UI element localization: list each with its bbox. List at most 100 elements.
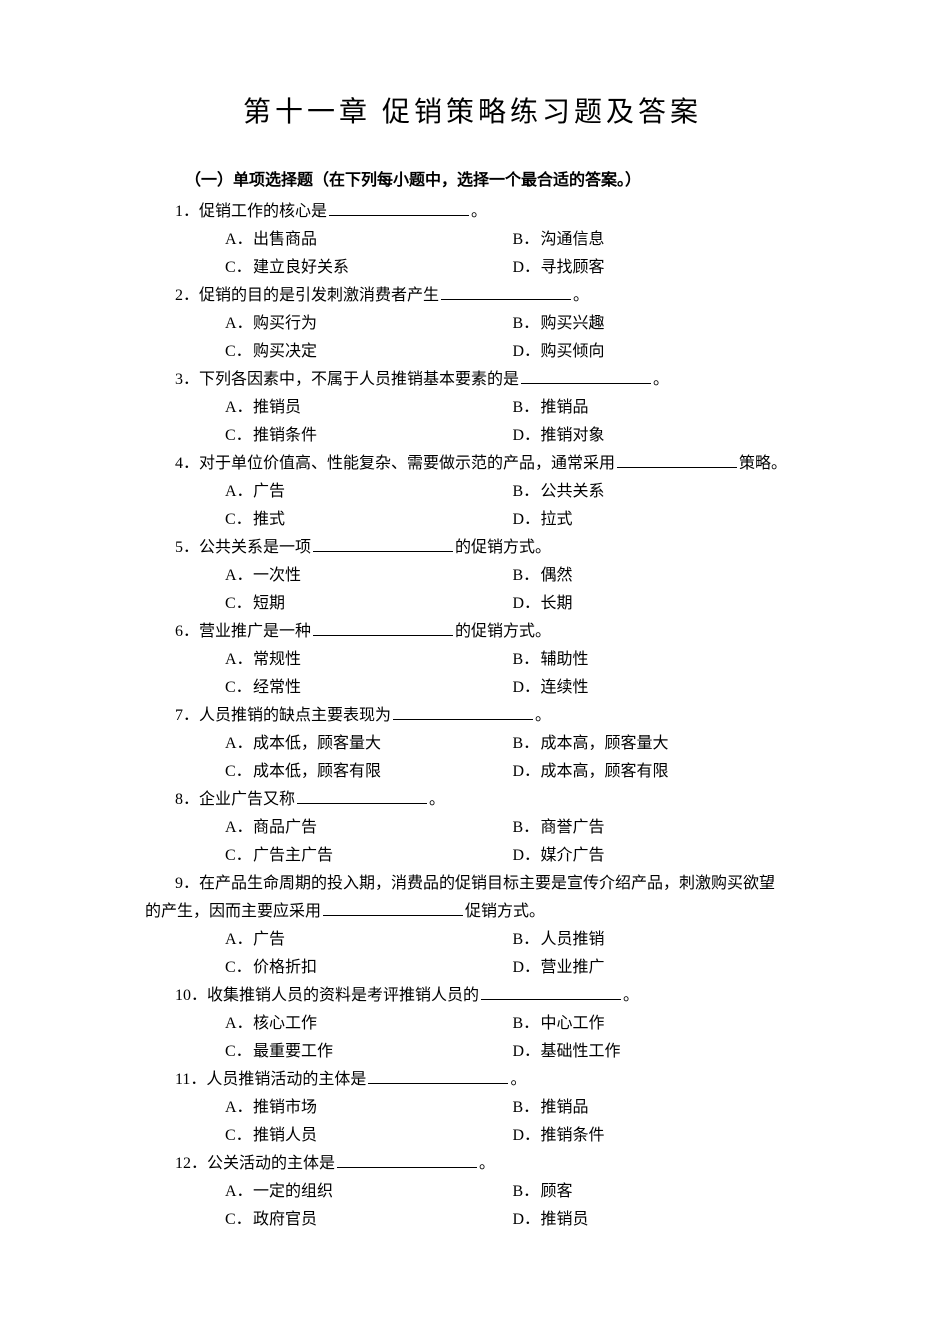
option-b: B．偶然 <box>513 562 801 590</box>
question-number: 6． <box>175 623 199 640</box>
question-number: 12． <box>175 1155 207 1172</box>
question-6: 6．营业推广是一种 的促销方式。 A．常规性 B．辅助性 C．经常性 D．连续性 <box>145 618 800 702</box>
option-a: A．广告 <box>225 478 513 506</box>
question-number: 8． <box>175 791 199 808</box>
options: A．常规性 B．辅助性 C．经常性 D．连续性 <box>225 646 800 702</box>
question-stem: 10．收集推销人员的资料是考评推销人员的。 <box>175 982 800 1010</box>
stem-pre: 公关活动的主体是 <box>207 1155 335 1172</box>
options: A．购买行为 B．购买兴趣 C．购买决定 D．购买倾向 <box>225 310 800 366</box>
exam-page: 第十一章 促销策略练习题及答案 （一）单项选择题（在下列每小题中，选择一个最合适… <box>0 0 945 1337</box>
stem-line1: 在产品生命周期的投入期，消费品的促销目标主要是宣传介绍产品，刺激购买欲望 <box>199 875 775 892</box>
option-c: C．成本低，顾客有限 <box>225 758 513 786</box>
blank <box>393 705 533 720</box>
question-stem: 3．下列各因素中，不属于人员推销基本要素的是。 <box>175 366 800 394</box>
option-b: B．推销品 <box>513 394 801 422</box>
option-c: C．推式 <box>225 506 513 534</box>
stem-pre: 营业推广是一种 <box>199 623 311 640</box>
stem-post: 的促销方式。 <box>455 623 551 640</box>
question-4: 4．对于单位价值高、性能复杂、需要做示范的产品，通常采用策略。 A．广告 B．公… <box>145 450 800 534</box>
question-number: 10． <box>175 987 207 1004</box>
question-number: 5． <box>175 539 199 556</box>
option-d: D．基础性工作 <box>513 1038 801 1066</box>
option-d: D．成本高，顾客有限 <box>513 758 801 786</box>
question-11: 11．人员推销活动的主体是。 A．推销市场 B．推销品 C．推销人员 D．推销条… <box>145 1066 800 1150</box>
options: A．一定的组织 B．顾客 C．政府官员 D．推销员 <box>225 1178 800 1234</box>
option-b: B．成本高，顾客量大 <box>513 730 801 758</box>
option-d: D．推销对象 <box>513 422 801 450</box>
option-d: D．拉式 <box>513 506 801 534</box>
stem-pre: 促销工作的核心是 <box>199 203 327 220</box>
blank <box>323 901 463 916</box>
stem-pre: 企业广告又称 <box>199 791 295 808</box>
option-c: C．最重要工作 <box>225 1038 513 1066</box>
blank <box>297 789 427 804</box>
stem-pre: 公共关系是一项 <box>199 539 311 556</box>
blank <box>441 285 571 300</box>
option-a: A．核心工作 <box>225 1010 513 1038</box>
option-c: C．政府官员 <box>225 1206 513 1234</box>
blank <box>617 453 737 468</box>
option-b: B．辅助性 <box>513 646 801 674</box>
question-5: 5．公共关系是一项的促销方式。 A．一次性 B．偶然 C．短期 D．长期 <box>145 534 800 618</box>
stem-post: 。 <box>535 707 551 724</box>
option-d: D．购买倾向 <box>513 338 801 366</box>
blank <box>521 369 651 384</box>
options: A．推销员 B．推销品 C．推销条件 D．推销对象 <box>225 394 800 450</box>
option-c: C．经常性 <box>225 674 513 702</box>
stem-line2-before: 的产生，因而主要应采用 <box>145 903 321 920</box>
question-2: 2．促销的目的是引发刺激消费者产生 。 A．购买行为 B．购买兴趣 C．购买决定 … <box>145 282 800 366</box>
option-a: A．成本低，顾客量大 <box>225 730 513 758</box>
blank <box>481 985 621 1000</box>
question-number: 11． <box>175 1071 206 1088</box>
stem-pre: 收集推销人员的资料是考评推销人员的 <box>207 987 479 1004</box>
options: A．一次性 B．偶然 C．短期 D．长期 <box>225 562 800 618</box>
option-b: B．人员推销 <box>513 926 801 954</box>
option-b: B．中心工作 <box>513 1010 801 1038</box>
blank <box>313 537 453 552</box>
option-b: B．商誉广告 <box>513 814 801 842</box>
option-a: A．推销员 <box>225 394 513 422</box>
option-b: B．购买兴趣 <box>513 310 801 338</box>
blank <box>337 1153 477 1168</box>
stem-post: 策略。 <box>739 455 787 472</box>
stem-post: 。 <box>479 1155 495 1172</box>
question-number: 1． <box>175 203 199 220</box>
option-a: A．出售商品 <box>225 226 513 254</box>
option-b: B．顾客 <box>513 1178 801 1206</box>
question-1: 1．促销工作的核心是。 A．出售商品 B．沟通信息 C．建立良好关系 D．寻找顾… <box>145 198 800 282</box>
stem-pre: 对于单位价值高、性能复杂、需要做示范的产品，通常采用 <box>199 455 615 472</box>
option-d: D．推销条件 <box>513 1122 801 1150</box>
blank <box>368 1069 508 1084</box>
option-a: A．商品广告 <box>225 814 513 842</box>
stem-post: 。 <box>573 287 589 304</box>
option-d: D．连续性 <box>513 674 801 702</box>
question-12: 12．公关活动的主体是 。 A．一定的组织 B．顾客 C．政府官员 D．推销员 <box>145 1150 800 1234</box>
option-b: B．推销品 <box>513 1094 801 1122</box>
options: A．商品广告 B．商誉广告 C．广告主广告 D．媒介广告 <box>225 814 800 870</box>
options: A．核心工作 B．中心工作 C．最重要工作 D．基础性工作 <box>225 1010 800 1066</box>
option-a: A．一定的组织 <box>225 1178 513 1206</box>
option-c: C．推销条件 <box>225 422 513 450</box>
question-stem: 4．对于单位价值高、性能复杂、需要做示范的产品，通常采用策略。 <box>175 450 800 478</box>
option-a: A．常规性 <box>225 646 513 674</box>
option-a: A．广告 <box>225 926 513 954</box>
option-c: C．广告主广告 <box>225 842 513 870</box>
option-b: B．公共关系 <box>513 478 801 506</box>
question-10: 10．收集推销人员的资料是考评推销人员的。 A．核心工作 B．中心工作 C．最重… <box>145 982 800 1066</box>
blank <box>313 621 453 636</box>
page-title: 第十一章 促销策略练习题及答案 <box>145 90 800 130</box>
options: A．成本低，顾客量大 B．成本高，顾客量大 C．成本低，顾客有限 D．成本高，顾… <box>225 730 800 786</box>
question-stem: 8．企业广告又称。 <box>175 786 800 814</box>
question-stem: 5．公共关系是一项的促销方式。 <box>175 534 800 562</box>
options: A．出售商品 B．沟通信息 C．建立良好关系 D．寻找顾客 <box>225 226 800 282</box>
option-c: C．购买决定 <box>225 338 513 366</box>
option-b: B．沟通信息 <box>513 226 801 254</box>
option-d: D．长期 <box>513 590 801 618</box>
question-number: 3． <box>175 371 199 388</box>
option-d: D．营业推广 <box>513 954 801 982</box>
question-stem-wrap: 的产生，因而主要应采用 促销方式。 <box>145 898 800 926</box>
stem-post: 促销方式。 <box>465 903 545 920</box>
stem-pre: 促销的目的是引发刺激消费者产生 <box>199 287 439 304</box>
question-number: 2． <box>175 287 199 304</box>
option-a: A．购买行为 <box>225 310 513 338</box>
